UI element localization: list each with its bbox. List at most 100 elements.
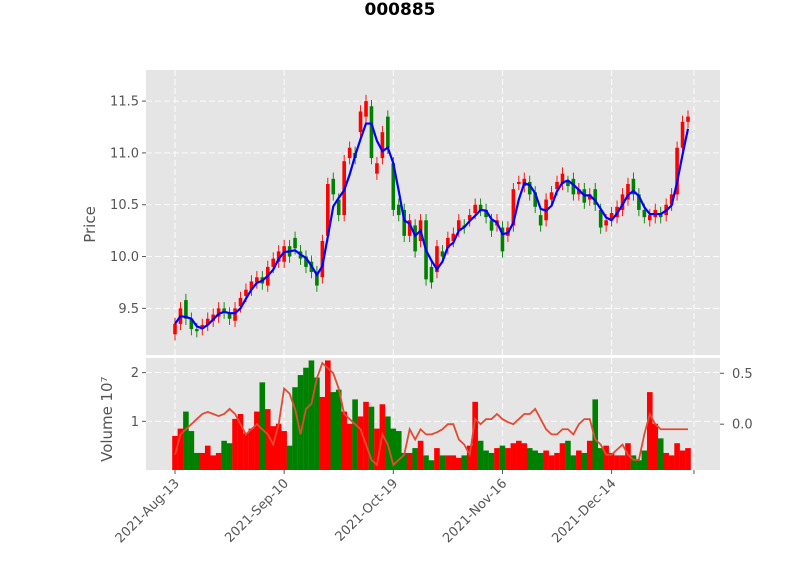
volume-bar [352,399,358,470]
volume-bar [450,455,457,470]
candle-body [195,329,199,332]
volume-bar [477,440,484,470]
volume-bar [543,450,549,470]
candle-body [473,204,477,214]
candle-body [598,209,603,228]
volume-bar [630,455,637,470]
candle-body [549,192,554,200]
volume-offset-label: 10⁷ [98,376,116,401]
volume-bar [521,443,528,470]
volume-bar [177,428,184,470]
candle-body [331,178,336,195]
volume-bar [641,450,648,470]
candle-body [642,209,647,218]
candle-body [391,163,396,210]
candle-body [216,308,221,317]
candle-body [517,181,521,184]
x-axis: 2021-Aug-13 2021-Sep-10 2021-Oct-19 2021-No… [113,470,695,546]
volume-bar [215,452,222,470]
volume-bar [292,387,298,470]
volume-bar [466,445,473,470]
volume-bar [221,440,227,470]
candle-body [326,184,330,236]
candle-body [227,313,232,319]
candle-body [593,189,598,205]
volume-bar [576,450,582,470]
volume-bar [668,455,675,470]
candle-body [233,308,237,321]
candle-body [205,318,210,325]
volume-bar [625,443,631,470]
volume-bar [537,452,544,470]
volume-bar [401,452,408,470]
volume-bar [297,375,304,470]
candle-body [211,314,216,321]
volume-bar [248,428,255,470]
candle-body [336,199,341,216]
candle-body [587,194,592,200]
candle-body [435,246,439,273]
volume-bar [210,455,217,470]
candle-body [680,121,685,148]
volume-bar [335,389,342,470]
candle-body [620,194,625,210]
volume-bar [597,448,604,470]
x-tick-label: 2021-Nov-16 [440,476,510,546]
volume-bar [505,448,511,470]
x-tick-label: 2021-Aug-13 [113,476,183,546]
volume-bar [516,440,522,470]
volume-bar [395,431,402,470]
volume-bar [374,428,380,470]
candle-body [255,277,259,283]
volume-bar [183,411,189,470]
volume-bar [406,452,413,470]
volume-y-tick-label: 1 [131,415,139,430]
volume-bar [592,399,599,470]
candle-body [626,184,630,200]
candle-body [396,204,401,216]
candle-body [566,181,570,187]
candle-body [669,194,674,205]
candle-body [271,258,276,267]
volume-bar [243,433,249,470]
volume-bar [341,411,347,470]
volume-bar [259,382,266,470]
candle-body [173,323,177,335]
volume-bar [657,438,664,470]
volume-bar [532,450,538,470]
candle-body [478,204,483,210]
candle-body [500,227,505,252]
moving-average-line [174,122,690,330]
volume-bar [330,392,337,470]
volume-bar [412,448,418,470]
volume-bar [685,448,691,470]
volume-bar [363,401,369,470]
volume-y-axis-label: Volume [98,406,116,462]
volume-oscillator-line [174,361,688,467]
candle-body [533,192,537,207]
volume-bar [346,423,353,470]
candle-body [413,225,417,252]
volume-bar [548,455,555,470]
price-y-tick-label: 11.0 [110,146,139,161]
volume-bar [199,452,206,470]
volume-bar [570,455,577,470]
candle-body [347,147,352,159]
volume-bar [472,401,478,470]
volume-bar [455,457,462,470]
volume-bar [281,431,287,470]
candle-body [184,300,188,319]
volume-bar [439,455,446,470]
volume-bar [619,455,626,470]
candle-body [358,111,363,133]
volume-bar [636,460,642,470]
volume-bar [483,450,489,470]
candle-body [407,220,412,236]
candle-body [244,289,248,296]
price-y-tick-label: 10.0 [110,250,139,265]
candle-body [631,178,636,195]
volume-bar [434,448,440,470]
volume-bar [423,455,429,470]
